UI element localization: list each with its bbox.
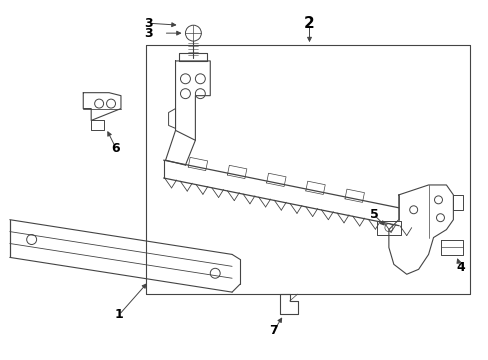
Text: 1: 1 xyxy=(114,309,123,321)
Text: 3: 3 xyxy=(144,17,153,30)
Text: 7: 7 xyxy=(269,324,278,337)
Text: 2: 2 xyxy=(304,16,314,31)
Text: 3: 3 xyxy=(144,27,153,40)
Text: 6: 6 xyxy=(111,142,120,155)
Text: 4: 4 xyxy=(455,261,464,274)
Text: 5: 5 xyxy=(369,208,378,221)
